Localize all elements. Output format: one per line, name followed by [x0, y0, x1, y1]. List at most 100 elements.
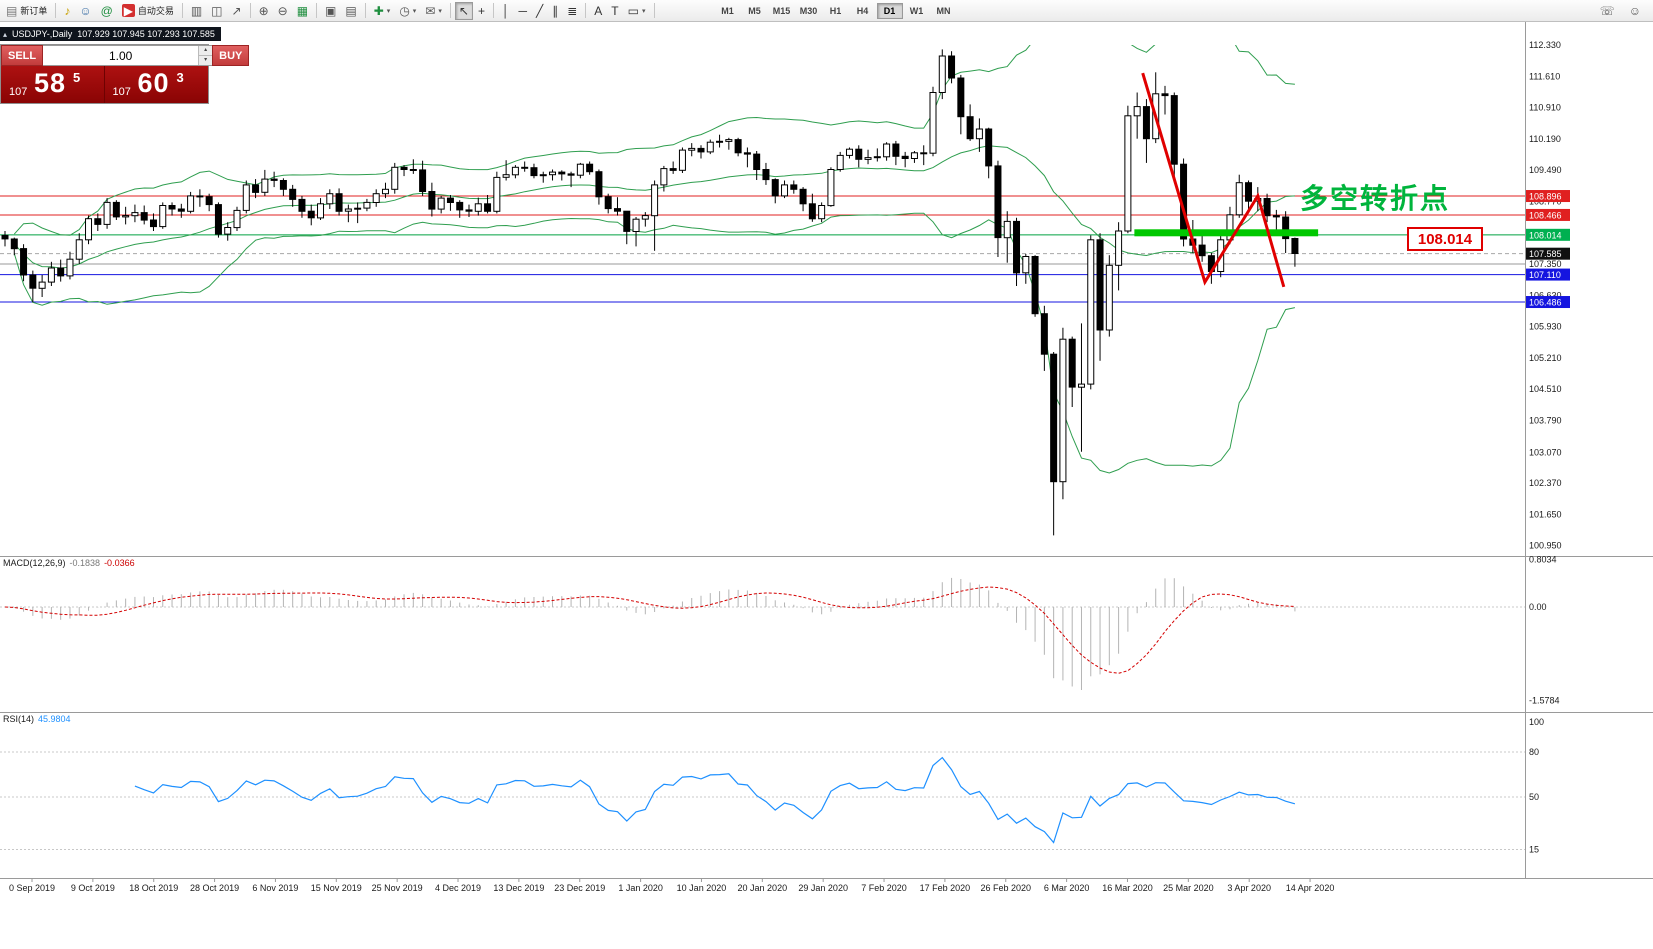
profile-icon: ☺ [79, 3, 92, 18]
timeframe-h4[interactable]: H4 [856, 5, 869, 16]
buy-button[interactable]: BUY [212, 45, 250, 66]
candlestick-chart-button[interactable]: ◫ [207, 2, 226, 20]
volume-decrease-button[interactable]: ▾ [199, 56, 213, 65]
templates-button[interactable]: ✉ ▾ [421, 2, 446, 20]
level-callout-text: 108.014 [1418, 231, 1473, 248]
svg-text:6 Mar 2020: 6 Mar 2020 [1044, 883, 1090, 893]
shapes-tool-button[interactable]: ▭ ▾ [624, 2, 650, 20]
cascade-charts-icon: ▤ [345, 3, 357, 18]
svg-text:18 Oct 2019: 18 Oct 2019 [129, 883, 178, 893]
volume-spinner: ▴ ▾ [198, 46, 213, 65]
timeframe-m15[interactable]: M15 [772, 5, 791, 16]
cursor-icon: ↖ [458, 3, 469, 18]
svg-text:106.486: 106.486 [1529, 298, 1562, 308]
chat-button[interactable]: ☺ [1625, 2, 1645, 20]
toolbar-separator [449, 3, 451, 18]
collapse-icon[interactable]: ▴ [3, 29, 8, 39]
svg-text:7 Feb 2020: 7 Feb 2020 [861, 883, 907, 893]
price-scale[interactable] [1526, 22, 1653, 878]
toolbar-separator [316, 3, 318, 18]
svg-text:50: 50 [1529, 792, 1539, 802]
candlestick-chart-icon: ◫ [211, 3, 223, 18]
add-indicator-icon: ✚ [373, 3, 384, 18]
alerts-icon: ♪ [64, 3, 71, 18]
timeframe-m30[interactable]: M30 [799, 5, 818, 16]
trend-zigzag[interactable] [1141, 72, 1286, 288]
price-tag [1526, 296, 1570, 309]
timeframe-h1[interactable]: H1 [829, 5, 842, 16]
volume-increase-button[interactable]: ▴ [199, 46, 213, 56]
sell-price[interactable]: 107 58 5 [1, 66, 105, 103]
label-tool-button[interactable]: T [607, 2, 622, 20]
shapes-icon: ▭ [627, 3, 639, 18]
chart-symbol-label: USDJPY-,Daily [12, 29, 73, 39]
zoom-out-button[interactable]: ⊖ [274, 2, 292, 20]
svg-text:106.630: 106.630 [1529, 291, 1562, 301]
buy-price[interactable]: 107 60 3 [104, 66, 208, 103]
svg-text:107.585: 107.585 [1529, 249, 1562, 259]
price-tag [1526, 190, 1570, 203]
svg-text:23 Dec 2019: 23 Dec 2019 [554, 883, 605, 893]
chat-icon: ☺ [1628, 3, 1641, 18]
horizontal-line-tool-button[interactable]: ─ [514, 2, 531, 20]
svg-text:112.330: 112.330 [1529, 40, 1561, 50]
volume-input[interactable] [43, 46, 199, 65]
zoom-in-icon: ⊕ [258, 3, 269, 18]
price-tag [1526, 247, 1570, 260]
profile-button[interactable]: ☺ [75, 2, 95, 20]
zoom-in-button[interactable]: ⊕ [255, 2, 273, 20]
periods-button[interactable]: ◷ ▾ [395, 2, 420, 20]
svg-text:10 Jan 2020: 10 Jan 2020 [677, 883, 727, 893]
trendline-tool-button[interactable]: ╱ [532, 2, 547, 20]
crosshair-tool-button[interactable]: + [474, 2, 489, 20]
toolbar: ▤ 新订单 ♪ ☺ @ ▶ 自动交易 ▥ ◫ ↗ ⊕ ⊖ ▦ ▣ ▤ ✚ ▾ ◷… [0, 0, 1653, 22]
new-order-button[interactable]: ▤ 新订单 [2, 2, 51, 20]
autotrading-icon: ▶ [121, 3, 135, 18]
chevron-down-icon: ▾ [412, 7, 417, 15]
chart-area[interactable]: 多空转折点 108.014 112.330 111.610 110.910 110.190… [0, 22, 1653, 949]
bar-chart-icon: ▥ [190, 3, 203, 18]
svg-text:102.370: 102.370 [1529, 478, 1562, 488]
svg-text:9 Oct 2019: 9 Oct 2019 [71, 883, 115, 893]
timeframe-m5[interactable]: M5 [748, 5, 761, 16]
timeframe-d1[interactable]: D1 [876, 2, 903, 19]
text-tool-icon: A [594, 3, 603, 18]
svg-text:110.910: 110.910 [1529, 102, 1561, 112]
timeframe-m1[interactable]: M1 [721, 5, 734, 16]
bar-chart-button[interactable]: ▥ [187, 2, 206, 20]
channel-icon: ∥ [552, 3, 559, 18]
fibonacci-tool-button[interactable]: ≣ [563, 2, 581, 20]
svg-text:101.650: 101.650 [1529, 510, 1562, 520]
highlight-bar[interactable] [1134, 229, 1319, 237]
time-scale[interactable] [0, 879, 1653, 899]
chevron-down-icon: ▾ [438, 7, 442, 15]
level-callout-box[interactable] [1407, 227, 1483, 251]
text-tool-button[interactable]: A [590, 2, 606, 20]
cascade-charts-button[interactable]: ▤ [341, 2, 360, 20]
templates-icon: ✉ [425, 3, 436, 18]
community-button[interactable]: @ [97, 2, 117, 20]
line-chart-button[interactable]: ↗ [228, 2, 246, 20]
vertical-line-tool-button[interactable]: │ [498, 2, 514, 20]
add-indicator-button[interactable]: ✚ ▾ [370, 2, 395, 20]
buy-price-pip: 3 [176, 70, 184, 85]
channel-tool-button[interactable]: ∥ [548, 2, 562, 20]
contact-button[interactable]: ☏ [1596, 2, 1619, 20]
vertical-line-icon: │ [501, 3, 510, 18]
svg-text:108.466: 108.466 [1529, 210, 1562, 220]
svg-text:15 Nov 2019: 15 Nov 2019 [311, 883, 362, 893]
tile-windows-button[interactable]: ▦ [293, 2, 312, 20]
autotrading-button[interactable]: ▶ 自动交易 [118, 2, 178, 20]
svg-text:103.070: 103.070 [1529, 447, 1562, 457]
timeframe-mn[interactable]: MN [936, 5, 951, 16]
svg-text:105.930: 105.930 [1529, 321, 1562, 331]
arrange-charts-button[interactable]: ▣ [321, 2, 340, 20]
alerts-button[interactable]: ♪ [60, 2, 74, 20]
toolbar-separator [249, 3, 251, 18]
cursor-tool-button[interactable]: ↖ [454, 1, 473, 20]
sell-price-big: 58 [34, 68, 67, 98]
turning-point-label: 多空转折点 [1300, 182, 1450, 214]
timeframe-w1[interactable]: W1 [909, 5, 924, 16]
sell-button[interactable]: SELL [1, 45, 44, 66]
timeframe-group: M1 M5 M15 M30 H1 H4 D1 W1 MN [715, 2, 957, 19]
